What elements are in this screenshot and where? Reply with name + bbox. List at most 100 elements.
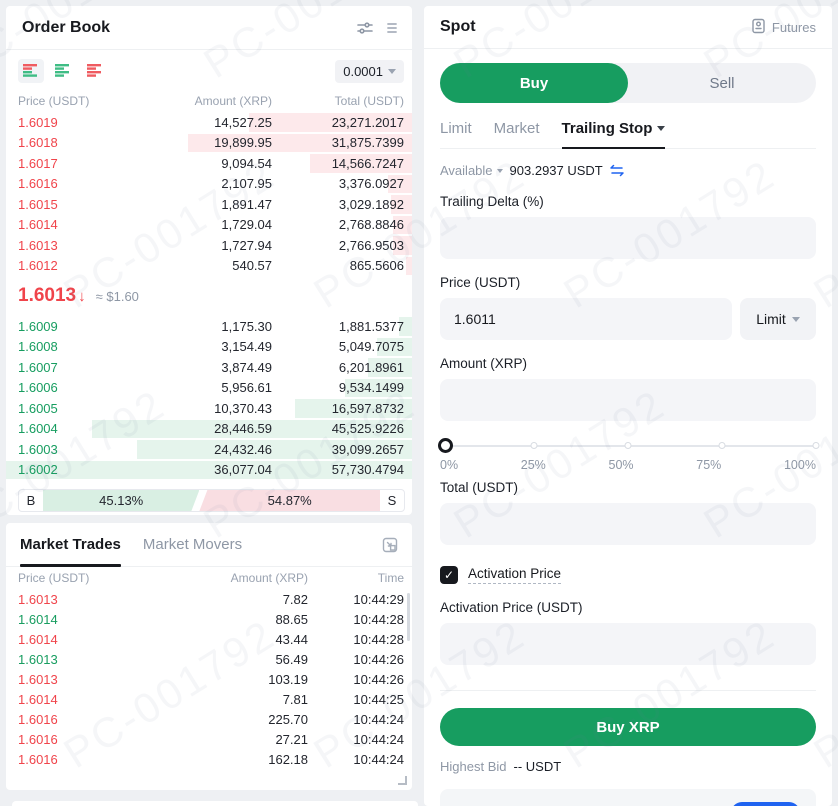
order-type-tabs: Limit Market Trailing Stop <box>440 120 816 149</box>
bids-list: 1.6009 1,175.30 1,881.5377 1.6008 3,154.49 5,… <box>6 316 412 480</box>
slider-tick-25[interactable] <box>530 442 538 449</box>
view-bids-icon[interactable] <box>50 59 76 83</box>
total-label: Total (USDT) <box>440 480 519 495</box>
activation-price-checkbox-label[interactable]: Activation Price <box>468 566 562 584</box>
total-input[interactable] <box>440 503 816 545</box>
slider-label: 25% <box>520 458 546 472</box>
next-panel-edge <box>12 801 418 806</box>
fees-label[interactable]: Fees <box>456 804 485 806</box>
orderbook-bid-row[interactable]: 1.6007 3,874.49 6,201.8961 <box>6 357 412 378</box>
tab-market[interactable]: Market <box>493 120 540 137</box>
futures-label: Futures <box>771 19 816 35</box>
orderbook-ask-row[interactable]: 1.6014 1,729.04 2,768.8846 <box>6 215 412 236</box>
precision-select[interactable]: 0.0001 <box>335 59 404 83</box>
orderbook-bid-row[interactable]: 1.6003 24,432.46 39,099.2657 <box>6 439 412 460</box>
orderbook-bid-row[interactable]: 1.6002 36,077.04 57,730.4794 <box>6 460 412 481</box>
resize-handle-icon[interactable] <box>398 776 407 785</box>
popout-icon[interactable] <box>382 537 398 553</box>
price-label: Price (USDT) <box>440 275 521 290</box>
view-both-icon[interactable] <box>18 59 44 83</box>
orderbook-bid-row[interactable]: 1.6008 3,154.49 5,049.7075 <box>6 337 412 358</box>
amount-slider[interactable] <box>438 438 820 453</box>
orderbook-bid-row[interactable]: 1.6009 1,175.30 1,881.5377 <box>6 316 412 337</box>
trade-row[interactable]: 1.6013 56.49 10:44:26 <box>18 651 404 667</box>
chevron-down-icon <box>791 316 800 322</box>
col-amount: Amount (XRP) <box>230 571 308 585</box>
buy-xrp-button[interactable]: Buy XRP <box>440 708 816 746</box>
divider <box>440 690 816 691</box>
trade-row[interactable]: 1.6014 7.81 10:44:25 <box>18 691 404 707</box>
activation-price-input[interactable] <box>440 623 816 665</box>
sell-tab[interactable]: Sell <box>709 74 735 92</box>
last-price-row: 1.6013 ↓ ≈ $1.60 <box>6 278 412 314</box>
price-input[interactable]: 1.6011 <box>440 298 732 340</box>
buy-sell-ratio-bar: B 45.13% 54.87% S <box>18 489 405 512</box>
available-row: Available 903.2937 USDT <box>440 163 816 178</box>
slider-label: 50% <box>608 458 634 472</box>
buy-tab[interactable]: Buy <box>440 63 628 103</box>
trades-scrollbar[interactable] <box>407 593 410 641</box>
price-type-select[interactable]: Limit <box>740 298 816 340</box>
slider-handle[interactable] <box>438 438 453 453</box>
trade-row[interactable]: 1.6013 103.19 10:44:26 <box>18 671 404 687</box>
market-trades-panel: Market Trades Market Movers Price (USDT)… <box>6 523 412 790</box>
tab-market-trades[interactable]: Market Trades <box>20 523 121 567</box>
buy-ratio-segment: 45.13% <box>43 490 199 511</box>
futures-link[interactable]: Futures <box>751 18 816 37</box>
buy-sell-toggle: Buy Sell <box>440 63 816 103</box>
trailing-delta-label: Trailing Delta (%) <box>440 194 544 209</box>
orderbook-ask-row[interactable]: 1.6013 1,727.94 2,766.9503 <box>6 235 412 256</box>
trade-row[interactable]: 1.6014 88.65 10:44:28 <box>18 611 404 627</box>
slider-tick-50[interactable] <box>624 442 632 449</box>
slider-label: 0% <box>440 458 459 472</box>
orderbook-bid-row[interactable]: 1.6005 10,370.43 16,597.8732 <box>6 398 412 419</box>
orderbook-ask-row[interactable]: 1.6015 1,891.47 3,029.1892 <box>6 194 412 215</box>
tab-limit[interactable]: Limit <box>440 120 472 137</box>
available-balance: 903.2937 USDT <box>509 163 603 178</box>
trade-row[interactable]: 1.6016 27.21 10:44:24 <box>18 731 404 747</box>
col-total: Total (USDT) <box>334 94 404 108</box>
swap-arrows-icon[interactable] <box>610 164 624 177</box>
sell-ratio-segment: 54.87% <box>199 490 380 511</box>
trade-row[interactable]: 1.6013 7.82 10:44:29 <box>18 591 404 607</box>
orderbook-ask-row[interactable]: 1.6019 14,527.25 23,271.2017 <box>6 112 412 133</box>
slider-tick-100[interactable] <box>812 442 820 449</box>
orderbook-ask-row[interactable]: 1.6016 2,107.95 3,376.0927 <box>6 174 412 195</box>
trade-row[interactable]: 1.6016 225.70 10:44:24 <box>18 711 404 727</box>
orderbook-bid-row[interactable]: 1.6006 5,956.61 9,534.1499 <box>6 378 412 399</box>
zero-fees-badge[interactable]: 0 Fees › <box>731 802 800 806</box>
tab-market-movers[interactable]: Market Movers <box>142 536 243 553</box>
orderbook-ask-row[interactable]: 1.6012 540.57 865.5606 <box>6 256 412 277</box>
col-amount: Amount (XRP) <box>194 94 272 108</box>
last-price: 1.6013 ↓ <box>18 285 86 306</box>
slider-label: 75% <box>696 458 722 472</box>
trades-list: 1.6013 7.82 10:44:29 1.6014 88.65 10:44:28 1.6… <box>6 589 412 769</box>
trades-column-headers: Price (USDT) Amount (XRP) Time <box>6 567 412 589</box>
slider-tick-75[interactable] <box>718 442 726 449</box>
trade-row[interactable]: 1.6016 162.18 10:44:24 <box>18 751 404 767</box>
available-label[interactable]: Available <box>440 163 503 178</box>
highest-bid-value: -- USDT <box>513 759 562 774</box>
tab-trailing-stop[interactable]: Trailing Stop <box>561 120 666 149</box>
asks-list: 1.6019 14,527.25 23,271.2017 1.6018 19,899.9… <box>6 112 412 276</box>
view-asks-icon[interactable] <box>82 59 108 83</box>
tune-icon[interactable] <box>356 19 374 37</box>
highest-bid-label: Highest Bid <box>440 759 507 774</box>
activation-price-checkbox[interactable]: ✓ <box>440 566 458 584</box>
activation-price-label: Activation Price (USDT) <box>440 600 583 615</box>
trade-row[interactable]: 1.6014 43.44 10:44:28 <box>18 631 404 647</box>
chevron-down-icon <box>388 68 396 74</box>
activation-price-toggle-row: ✓ Activation Price <box>440 566 816 584</box>
orderbook-bid-row[interactable]: 1.6004 28,446.59 45,525.9226 <box>6 419 412 440</box>
fees-card: Fees 0 Fees › Maker 0.0000% / Taker 0.00… <box>440 789 816 806</box>
spot-title: Spot <box>440 18 476 35</box>
col-price: Price (USDT) <box>18 571 90 585</box>
trailing-delta-input[interactable] <box>440 217 816 259</box>
orderbook-ask-row[interactable]: 1.6017 9,094.54 14,566.7247 <box>6 153 412 174</box>
check-icon: ✓ <box>443 568 455 582</box>
menu-icon[interactable] <box>384 21 398 35</box>
futures-contract-icon <box>751 18 766 37</box>
sell-ratio-label: S <box>387 493 397 508</box>
orderbook-ask-row[interactable]: 1.6018 19,899.95 31,875.7399 <box>6 133 412 154</box>
amount-input[interactable] <box>440 379 816 421</box>
